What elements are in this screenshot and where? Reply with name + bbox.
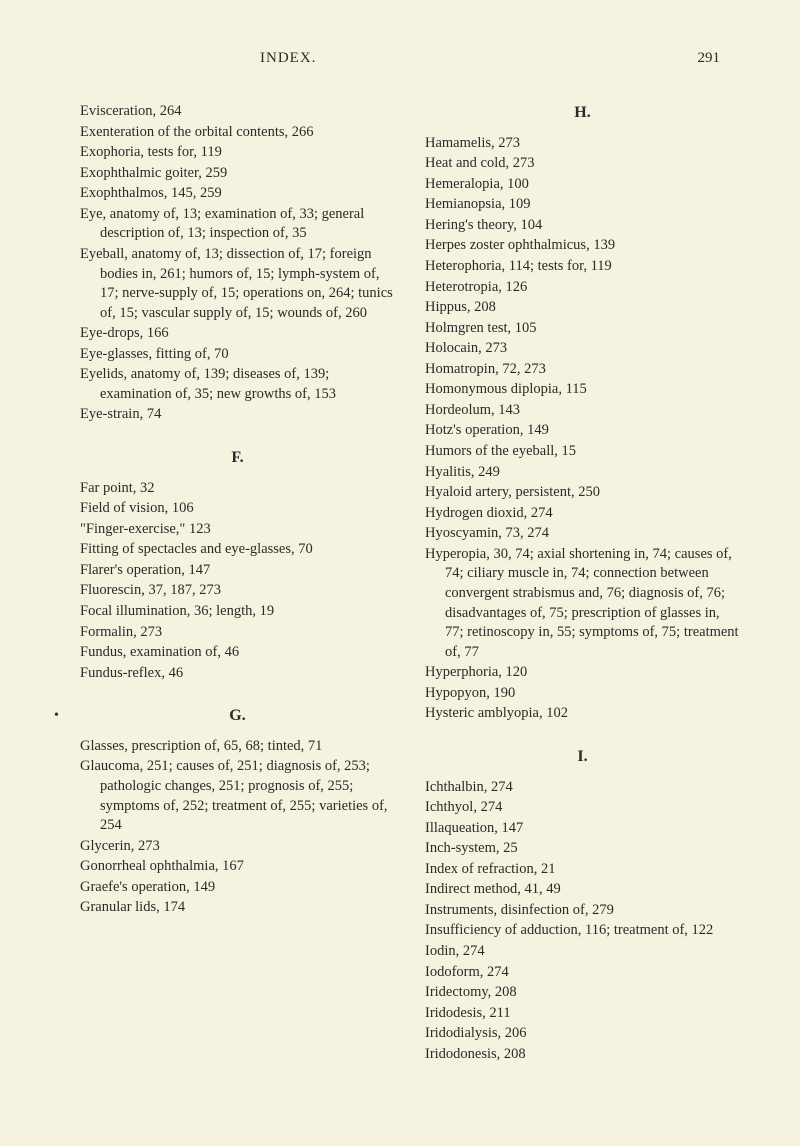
index-entry: Ichthalbin, 274: [425, 778, 740, 798]
index-entry: Focal illumination, 36; length, 19: [80, 602, 395, 622]
index-entry: Gonorrheal ophthalmia, 167: [80, 857, 395, 877]
index-entry: Iridectomy, 208: [425, 983, 740, 1003]
index-entry: Formalin, 273: [80, 623, 395, 643]
section-heading-f: F.: [80, 447, 395, 469]
index-entry: Glycerin, 273: [80, 837, 395, 857]
index-entry: Ichthyol, 274: [425, 798, 740, 818]
index-entry: Hyaloid artery, persistent, 250: [425, 483, 740, 503]
index-entry: Fluorescin, 37, 187, 273: [80, 581, 395, 601]
index-entry: Heterotropia, 126: [425, 278, 740, 298]
index-entry: Hordeolum, 143: [425, 401, 740, 421]
index-entry: Flarer's operation, 147: [80, 561, 395, 581]
index-entry: Hippus, 208: [425, 298, 740, 318]
index-entry: Hering's theory, 104: [425, 216, 740, 236]
index-entry: Glaucoma, 251; causes of, 251; diagnosis…: [80, 757, 395, 835]
index-entry: "Finger-exercise," 123: [80, 520, 395, 540]
index-content: Evisceration, 264Exenteration of the orb…: [80, 102, 740, 1065]
index-entry: Hypopyon, 190: [425, 684, 740, 704]
index-entry: Exophoria, tests for, 119: [80, 143, 395, 163]
section-heading-i: I.: [425, 746, 740, 768]
index-entry: Illaqueation, 147: [425, 819, 740, 839]
index-entry: Hemianopsia, 109: [425, 195, 740, 215]
page-number: 291: [698, 50, 721, 67]
index-entry: Iridodonesis, 208: [425, 1045, 740, 1065]
index-entry: Fitting of spectacles and eye-glasses, 7…: [80, 540, 395, 560]
margin-marker: •: [54, 708, 59, 724]
index-entry: Exophthalmic goiter, 259: [80, 164, 395, 184]
index-entry: Eye-glasses, fitting of, 70: [80, 345, 395, 365]
index-entry: Instruments, disinfection of, 279: [425, 901, 740, 921]
index-entry: Eye-strain, 74: [80, 405, 395, 425]
index-entry: Hyperphoria, 120: [425, 663, 740, 683]
index-entry: Fundus, examination of, 46: [80, 643, 395, 663]
index-entry: Homonymous diplopia, 115: [425, 380, 740, 400]
index-entry: Hyoscyamin, 73, 274: [425, 524, 740, 544]
index-entry: Herpes zoster ophthalmicus, 139: [425, 236, 740, 256]
index-entry: Far point, 32: [80, 479, 395, 499]
index-entry: Exophthalmos, 145, 259: [80, 184, 395, 204]
left-column: Evisceration, 264Exenteration of the orb…: [80, 102, 395, 1065]
index-entry: Heterophoria, 114; tests for, 119: [425, 257, 740, 277]
section-heading-g: G.: [80, 705, 395, 727]
index-entry: Fundus-reflex, 46: [80, 664, 395, 684]
index-entry: Index of refraction, 21: [425, 860, 740, 880]
index-entry: Glasses, prescription of, 65, 68; tinted…: [80, 737, 395, 757]
index-entry: Heat and cold, 273: [425, 154, 740, 174]
index-entry: Iridodialysis, 206: [425, 1024, 740, 1044]
index-entry: Hydrogen dioxid, 274: [425, 504, 740, 524]
index-entry: Holocain, 273: [425, 339, 740, 359]
index-entry: Hysteric amblyopia, 102: [425, 704, 740, 724]
index-entry: Iridodesis, 211: [425, 1004, 740, 1024]
index-entry: Homatropin, 72, 273: [425, 360, 740, 380]
index-entry: Hotz's operation, 149: [425, 421, 740, 441]
index-entry: Insufficiency of adduction, 116; treatme…: [425, 921, 740, 941]
index-entry: Graefe's operation, 149: [80, 878, 395, 898]
index-entry: Humors of the eyeball, 15: [425, 442, 740, 462]
right-column: H. Hamamelis, 273Heat and cold, 273Hemer…: [425, 102, 740, 1065]
index-entry: Hamamelis, 273: [425, 134, 740, 154]
index-entry: Eye, anatomy of, 13; examination of, 33;…: [80, 205, 395, 244]
index-entry: Eyelids, anatomy of, 139; diseases of, 1…: [80, 365, 395, 404]
index-entry: Evisceration, 264: [80, 102, 395, 122]
index-entry: Hemeralopia, 100: [425, 175, 740, 195]
index-entry: Iodoform, 274: [425, 963, 740, 983]
index-entry: Hyperopia, 30, 74; axial shortening in, …: [425, 545, 740, 662]
index-entry: Indirect method, 41, 49: [425, 880, 740, 900]
index-entry: Eyeball, anatomy of, 13; dissection of, …: [80, 245, 395, 323]
index-entry: Hyalitis, 249: [425, 463, 740, 483]
section-heading-h: H.: [425, 102, 740, 124]
index-entry: Eye-drops, 166: [80, 324, 395, 344]
index-entry: Granular lids, 174: [80, 898, 395, 918]
index-entry: Holmgren test, 105: [425, 319, 740, 339]
index-entry: Inch-system, 25: [425, 839, 740, 859]
index-entry: Field of vision, 106: [80, 499, 395, 519]
index-entry: Iodin, 274: [425, 942, 740, 962]
page-header-title: INDEX.: [260, 50, 316, 67]
index-entry: Exenteration of the orbital contents, 26…: [80, 123, 395, 143]
